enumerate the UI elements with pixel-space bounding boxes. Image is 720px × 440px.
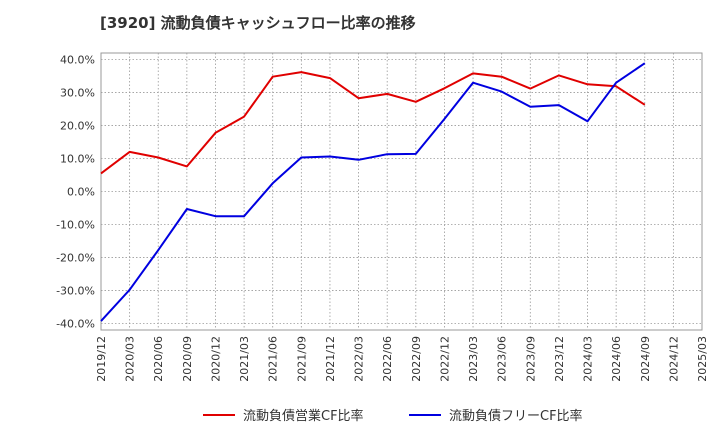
x-tick-label: 2024/03 [582,336,595,382]
x-tick-label: 2021/12 [324,336,337,382]
y-axis-ticks: 40.0% 30.0% 20.0% 10.0% 0.0% -10.0% -20.0% -30.… [56,54,95,331]
x-tick-label: 2021/03 [238,336,251,382]
x-tick-label: 2019/12 [95,336,108,382]
y-tick-label: -10.0% [56,218,95,231]
x-tick-label: 2021/06 [267,336,280,382]
x-tick-label: 2020/03 [124,336,137,382]
y-tick-label: 0.0% [67,186,95,199]
x-tick-label: 2025/03 [696,336,709,382]
x-tick-label: 2022/12 [438,336,451,382]
x-tick-label: 2023/09 [524,336,537,382]
series-line-0 [100,71,646,175]
x-tick-label: 2024/09 [639,336,652,382]
legend: 流動負債営業CF比率 流動負債フリーCF比率 [203,408,583,424]
x-tick-label: 2020/12 [209,336,222,382]
series-lines [100,62,646,322]
chart-title: [3920] 流動負債キャッシュフロー比率の推移 [100,14,416,32]
y-tick-label: 20.0% [60,120,95,133]
x-tick-label: 2022/06 [381,336,394,382]
x-tick-label: 2023/06 [496,336,509,382]
y-tick-label: 10.0% [60,153,95,166]
series-line-1 [100,62,646,322]
x-tick-label: 2020/06 [152,336,165,382]
x-tick-label: 2023/12 [553,336,566,382]
x-tick-label: 2021/09 [295,336,308,382]
x-tick-label: 2022/03 [353,336,366,382]
y-tick-label: 40.0% [60,54,95,67]
plot-area [100,52,703,331]
legend-label-0: 流動負債営業CF比率 [243,408,364,424]
legend-label-1: 流動負債フリーCF比率 [449,408,583,424]
y-tick-label: -30.0% [56,284,95,297]
x-tick-label: 2023/03 [467,336,480,382]
x-tick-label: 2024/12 [667,336,680,382]
y-tick-label: -40.0% [56,317,95,330]
x-tick-label: 2024/06 [610,336,623,382]
x-tick-label: 2020/09 [181,336,194,382]
y-tick-label: 30.0% [60,87,95,100]
x-tick-label: 2022/09 [410,336,423,382]
x-axis-ticks: 2019/12 2020/03 2020/06 2020/09 2020/12 2021/… [95,336,709,382]
y-tick-label: -20.0% [56,251,95,264]
grid-lines [100,52,703,331]
